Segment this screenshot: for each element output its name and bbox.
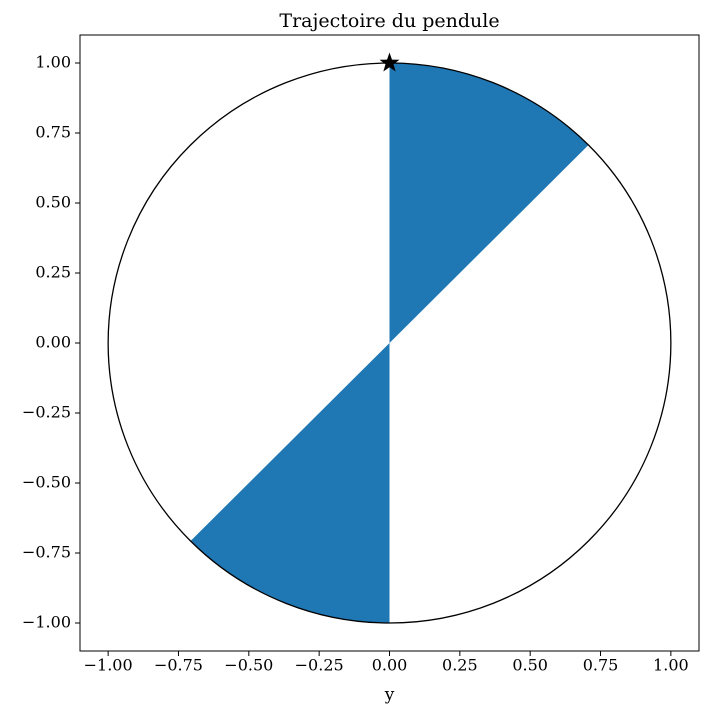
- x-tick-label: 0.00: [372, 656, 408, 675]
- y-tick-label: −1.00: [22, 613, 71, 632]
- start-marker: [379, 52, 400, 72]
- y-tick-label: 0.00: [35, 333, 71, 352]
- y-tick-label: 0.75: [35, 123, 71, 142]
- chart-title: Trajectoire du pendule: [279, 10, 499, 32]
- x-tick-label: 0.50: [512, 656, 548, 675]
- x-tick-label: 1.00: [653, 656, 689, 675]
- y-tick-label: 0.25: [35, 263, 71, 282]
- x-tick-label: 0.25: [442, 656, 478, 675]
- x-tick-label: −0.50: [224, 656, 273, 675]
- y-tick-label: −0.25: [22, 403, 71, 422]
- x-tick-label: −0.25: [295, 656, 344, 675]
- y-tick-label: 0.50: [35, 193, 71, 212]
- x-tick-label: −1.00: [84, 656, 133, 675]
- x-tick-label: 0.75: [583, 656, 619, 675]
- x-tick-label: −0.75: [154, 656, 203, 675]
- x-axis-label: y: [384, 685, 395, 705]
- wedge: [389, 63, 589, 343]
- y-tick-label: −0.75: [22, 543, 71, 562]
- wedge: [190, 343, 390, 623]
- y-tick-label: 1.00: [35, 53, 71, 72]
- y-tick-label: −0.50: [22, 473, 71, 492]
